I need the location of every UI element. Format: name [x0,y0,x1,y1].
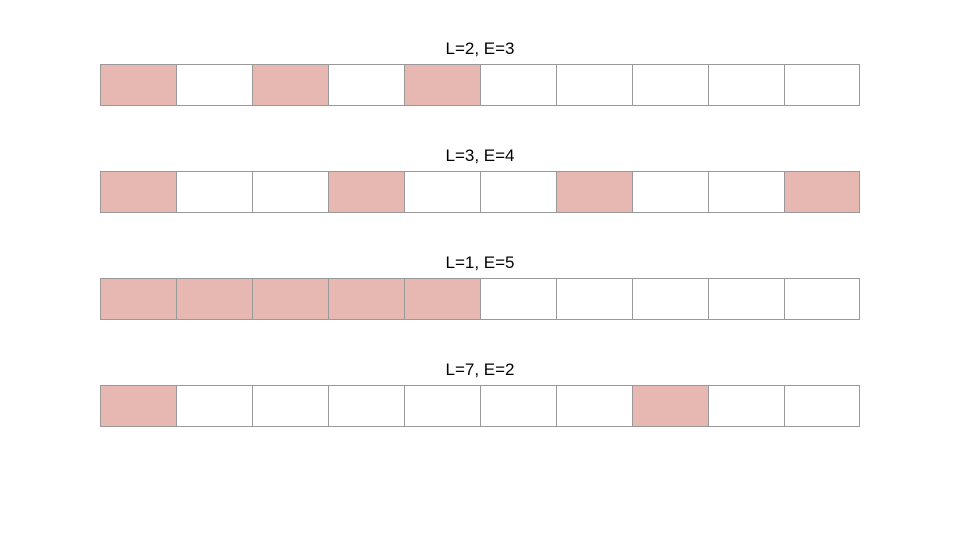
empty-cell [480,64,556,106]
empty-cell [328,385,404,427]
empty-cell [556,278,632,320]
row-label: L=1, E=5 [445,253,515,272]
filled-cell [100,278,176,320]
cell-strip [100,64,860,106]
row-label: L=2, E=3 [445,39,515,58]
empty-cell [252,385,328,427]
filled-cell [632,385,708,427]
cell-strip [100,278,860,320]
empty-cell [480,385,556,427]
filled-cell [176,278,252,320]
filled-cell [404,64,480,106]
filled-cell [328,171,404,213]
empty-cell [480,171,556,213]
empty-cell [708,278,784,320]
filled-cell [252,278,328,320]
empty-cell [404,171,480,213]
filled-cell [784,171,860,213]
empty-cell [784,278,860,320]
cell-strip [100,385,860,427]
filled-cell [100,171,176,213]
filled-cell [100,385,176,427]
filled-cell [252,64,328,106]
filled-cell [404,278,480,320]
empty-cell [176,64,252,106]
empty-cell [404,385,480,427]
empty-cell [480,278,556,320]
empty-cell [632,278,708,320]
empty-cell [328,64,404,106]
filled-cell [556,171,632,213]
row-label: L=3, E=4 [445,146,515,165]
empty-cell [632,171,708,213]
empty-cell [556,385,632,427]
empty-cell [708,64,784,106]
filled-cell [100,64,176,106]
empty-cell [252,171,328,213]
empty-cell [176,385,252,427]
filled-cell [328,278,404,320]
empty-cell [632,64,708,106]
row-label: L=7, E=2 [445,360,515,379]
empty-cell [784,64,860,106]
empty-cell [784,385,860,427]
empty-cell [176,171,252,213]
empty-cell [708,171,784,213]
empty-cell [708,385,784,427]
empty-cell [556,64,632,106]
cell-strip [100,171,860,213]
